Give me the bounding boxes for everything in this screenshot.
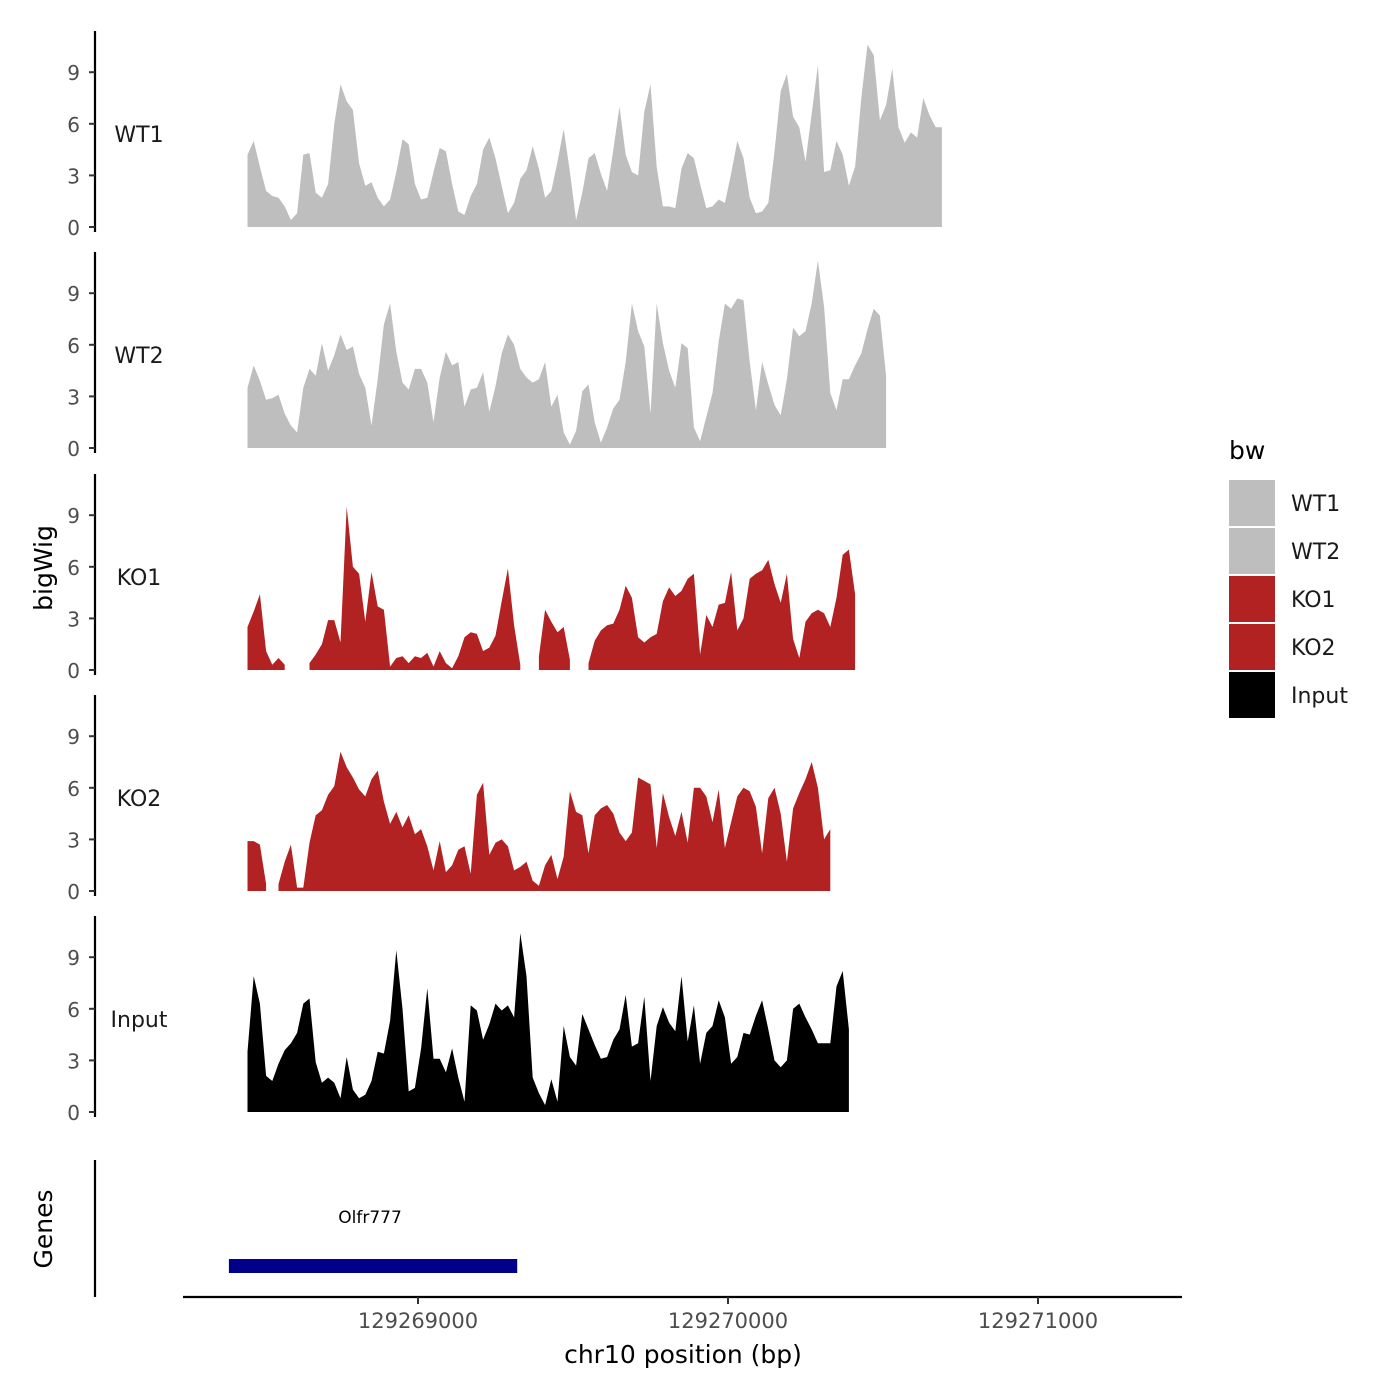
x-axis-label: chr10 position (bp) bbox=[564, 1340, 802, 1369]
legend: bw WT1 WT2 KO1 KO2 Input bbox=[1229, 436, 1348, 718]
y-tick-label: 3 bbox=[67, 1049, 80, 1073]
genes-axis-label: Genes bbox=[29, 1189, 58, 1268]
y-tick-label: 3 bbox=[67, 607, 80, 631]
legend-swatch-ko1 bbox=[1229, 576, 1275, 622]
legend-swatch-ko2 bbox=[1229, 624, 1275, 670]
y-tick-label: 6 bbox=[67, 113, 80, 137]
track-wt1: 0 3 6 9 WT1 bbox=[67, 31, 942, 240]
signal-area-wt1 bbox=[247, 44, 942, 228]
track-name-label: Input bbox=[111, 1008, 168, 1033]
legend-swatch-wt1 bbox=[1229, 480, 1275, 526]
track-input: 0 3 6 9 Input bbox=[67, 916, 849, 1125]
y-tick-label: 3 bbox=[67, 828, 80, 852]
x-tick-label: 129270000 bbox=[668, 1309, 788, 1333]
legend-label-wt1: WT1 bbox=[1291, 492, 1340, 517]
y-tick-label: 9 bbox=[67, 725, 80, 749]
legend-title: bw bbox=[1229, 436, 1265, 465]
y-tick-label: 6 bbox=[67, 998, 80, 1022]
track-name-label: KO1 bbox=[117, 566, 162, 591]
legend-label-ko1: KO1 bbox=[1291, 588, 1336, 613]
signal-area-ko1 bbox=[309, 506, 521, 670]
track-name-label: KO2 bbox=[117, 787, 162, 812]
signal-area-ko1 bbox=[588, 549, 856, 670]
legend-label-ko2: KO2 bbox=[1291, 636, 1336, 661]
gene-label: Olfr777 bbox=[338, 1208, 402, 1228]
signal-area-ko2 bbox=[278, 751, 831, 891]
track-name-label: WT1 bbox=[114, 123, 163, 148]
y-tick-label: 0 bbox=[67, 216, 80, 240]
x-tick-label: 129271000 bbox=[978, 1309, 1098, 1333]
y-tick-label: 3 bbox=[67, 385, 80, 409]
bigwig-tracks: 0 3 6 9 WT1 0 3 6 9 WT2 0 3 6 9 KO1 0 3 6 9 KO2 0 3 6 9 Input bbox=[67, 31, 942, 1125]
x-axis: 129269000 129270000 129271000 bbox=[183, 1295, 1182, 1333]
track-ko2: 0 3 6 9 KO2 bbox=[67, 695, 831, 904]
y-tick-label: 0 bbox=[67, 437, 80, 461]
y-tick-label: 0 bbox=[67, 1101, 80, 1125]
signal-area-wt2 bbox=[247, 260, 887, 448]
track-name-label: WT2 bbox=[114, 344, 163, 369]
track-ko1: 0 3 6 9 KO1 bbox=[67, 474, 856, 683]
y-tick-label: 0 bbox=[67, 659, 80, 683]
y-tick-label: 9 bbox=[67, 946, 80, 970]
y-axis-label: bigWig bbox=[29, 525, 58, 611]
y-tick-label: 3 bbox=[67, 164, 80, 188]
gene-body-olfr777 bbox=[228, 1259, 518, 1273]
x-tick-label: 129269000 bbox=[358, 1309, 478, 1333]
y-tick-label: 0 bbox=[67, 880, 80, 904]
y-tick-label: 9 bbox=[67, 61, 80, 85]
legend-swatch-input bbox=[1229, 672, 1275, 718]
y-tick-label: 6 bbox=[67, 334, 80, 358]
signal-area-ko1 bbox=[247, 594, 285, 670]
track-wt2: 0 3 6 9 WT2 bbox=[67, 252, 887, 461]
signal-area-ko2 bbox=[247, 841, 267, 891]
signal-area-ko1 bbox=[538, 609, 570, 670]
legend-label-input: Input bbox=[1291, 684, 1348, 709]
y-tick-label: 9 bbox=[67, 504, 80, 528]
legend-swatch-wt2 bbox=[1229, 528, 1275, 574]
signal-area-input bbox=[247, 933, 849, 1112]
y-tick-label: 6 bbox=[67, 556, 80, 580]
legend-label-wt2: WT2 bbox=[1291, 540, 1340, 565]
y-tick-label: 6 bbox=[67, 777, 80, 801]
y-tick-label: 9 bbox=[67, 282, 80, 306]
genes-panel: Olfr777 bbox=[93, 1160, 518, 1297]
